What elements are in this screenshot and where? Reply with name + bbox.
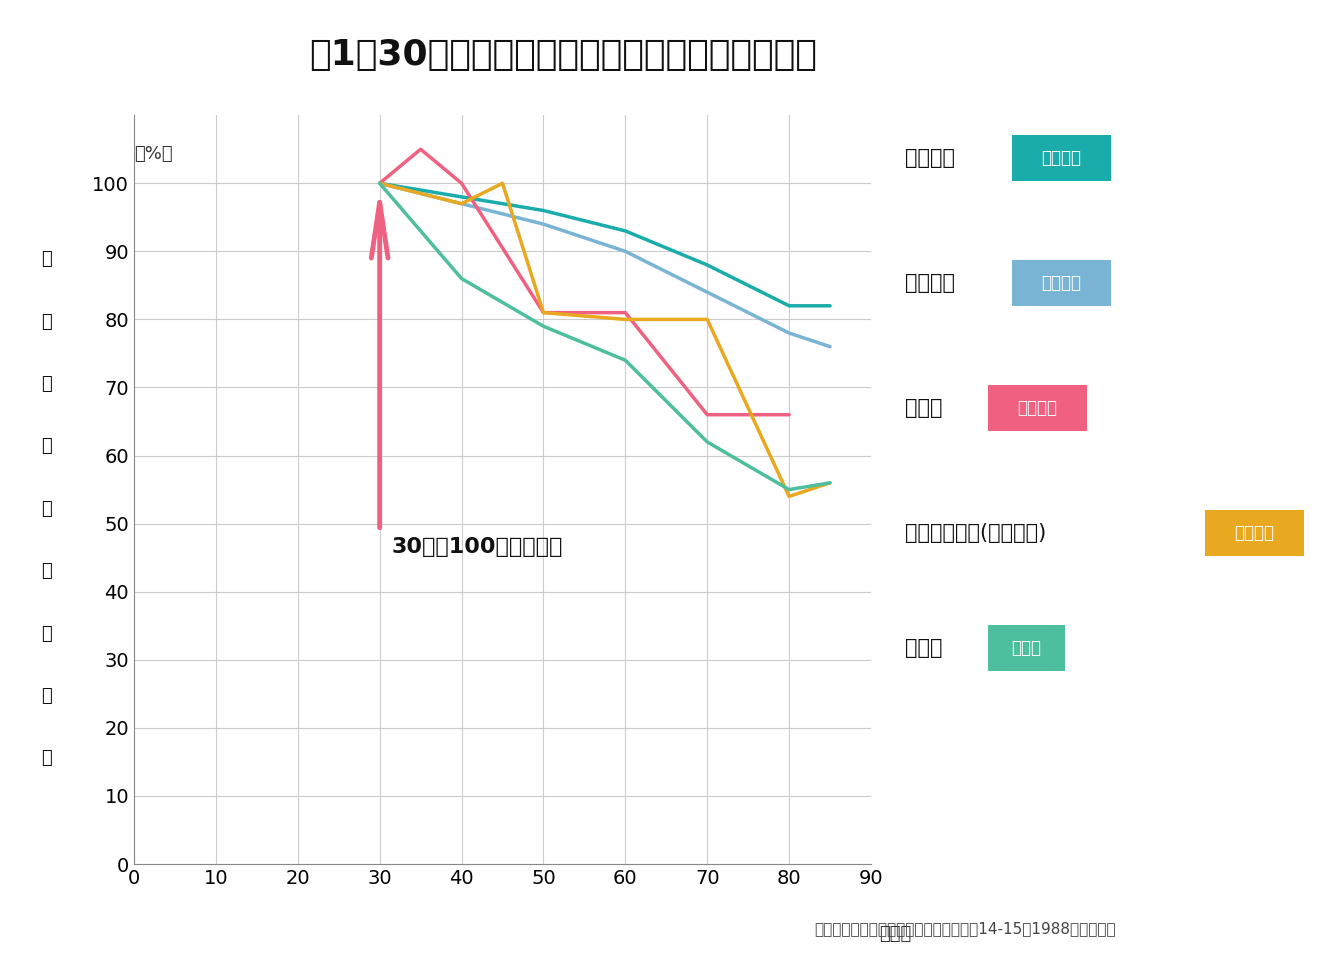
Text: 代謝機能: 代謝機能 <box>1041 275 1081 292</box>
Text: 率: 率 <box>42 500 52 517</box>
Text: 図1　30歳以降の老化にともなう生理機能の変化: 図1 30歳以降の老化にともなう生理機能の変化 <box>308 38 817 72</box>
Text: 腎臓機能: 腎臓機能 <box>1234 524 1274 541</box>
Text: 留: 留 <box>42 438 52 455</box>
Text: （: （ <box>42 563 52 580</box>
Text: 残: 残 <box>42 375 52 393</box>
Text: （歳）: （歳） <box>879 925 911 944</box>
Text: 心臓機能: 心臓機能 <box>1017 399 1057 417</box>
Text: 均: 均 <box>42 687 52 705</box>
Text: 基礎代謝: 基礎代謝 <box>905 274 954 293</box>
Text: 糸球体濾過率(イヌリン): 糸球体濾過率(イヌリン) <box>905 523 1045 542</box>
Text: （%）: （%） <box>134 145 173 163</box>
Text: 伝導速度: 伝導速度 <box>905 149 954 168</box>
Text: 心係数: 心係数 <box>905 398 942 418</box>
Text: 平: 平 <box>42 625 52 642</box>
Text: 機: 機 <box>42 251 52 268</box>
Text: ）: ） <box>42 750 52 767</box>
Text: 肺活量: 肺活量 <box>905 638 942 658</box>
Text: 肺機能: 肺機能 <box>1012 639 1041 657</box>
Text: 神経機能: 神経機能 <box>1041 150 1081 167</box>
Text: 30歳を100として比較: 30歳を100として比較 <box>393 538 563 557</box>
Text: 太田邦夫監修：老化指標データブック，14-15，1988　より作成: 太田邦夫監修：老化指標データブック，14-15，1988 より作成 <box>813 921 1116 936</box>
Text: 能: 能 <box>42 313 52 330</box>
